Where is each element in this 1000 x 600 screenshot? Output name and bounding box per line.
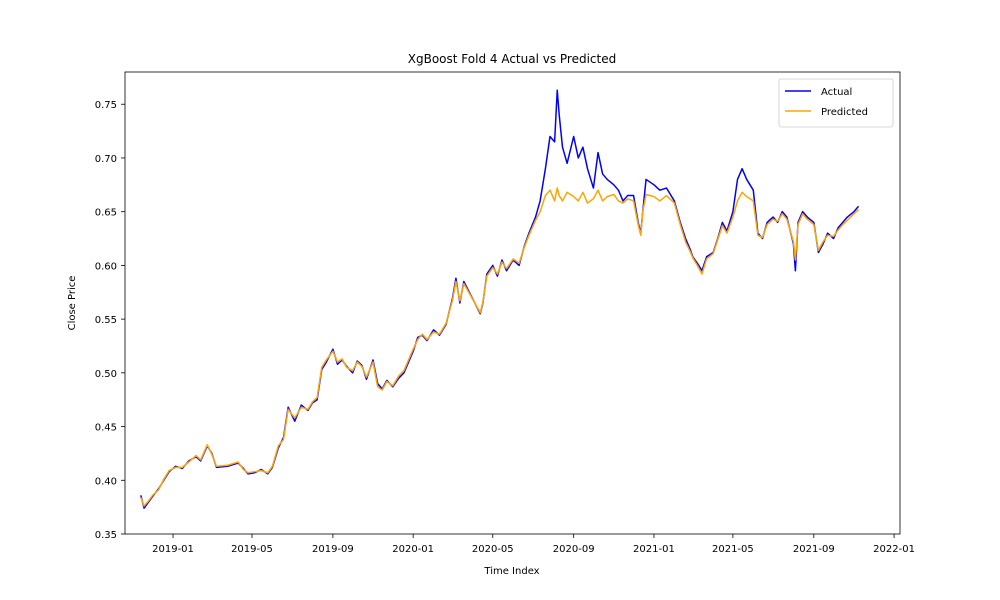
x-tick-label: 2020-05 [472, 544, 514, 555]
x-tick-label: 2020-01 [392, 544, 434, 555]
y-tick-label: 0.75 [95, 100, 117, 111]
legend-label-actual: Actual [821, 87, 852, 98]
y-axis-label: Close Price [67, 276, 78, 331]
legend: Actual Predicted [778, 78, 894, 128]
y-tick-label: 0.40 [95, 476, 117, 487]
y-tick-label: 0.70 [95, 154, 117, 165]
x-tick-label: 2021-05 [712, 544, 754, 555]
x-tick-label: 2019-09 [312, 544, 354, 555]
y-tick-label: 0.65 [95, 208, 117, 219]
series-line-predicted [140, 187, 860, 507]
y-axis: 0.35 0.40 0.45 0.50 0.55 0.60 0.65 0.70 0.75 [95, 100, 125, 541]
plot-frame [124, 71, 901, 535]
x-tick-label: 2021-09 [793, 544, 835, 555]
y-tick-label: 0.50 [95, 369, 117, 380]
y-tick-label: 0.60 [95, 261, 117, 272]
y-tick-label: 0.35 [95, 530, 117, 541]
series-layer [140, 89, 860, 509]
x-axis: 2019-01 2019-05 2019-09 2020-01 2020-05 2020-… [152, 534, 915, 555]
y-tick-label: 0.45 [95, 423, 117, 434]
x-tick-label: 2021-01 [633, 544, 675, 555]
legend-label-predicted: Predicted [821, 107, 868, 118]
chart-title: XgBoost Fold 4 Actual vs Predicted [408, 52, 616, 66]
x-tick-label: 2019-01 [152, 544, 194, 555]
x-tick-label: 2019-05 [231, 544, 273, 555]
x-tick-label: 2022-01 [873, 544, 915, 555]
x-tick-label: 2020-09 [553, 544, 595, 555]
y-tick-label: 0.55 [95, 315, 117, 326]
x-axis-label: Time Index [483, 566, 539, 577]
